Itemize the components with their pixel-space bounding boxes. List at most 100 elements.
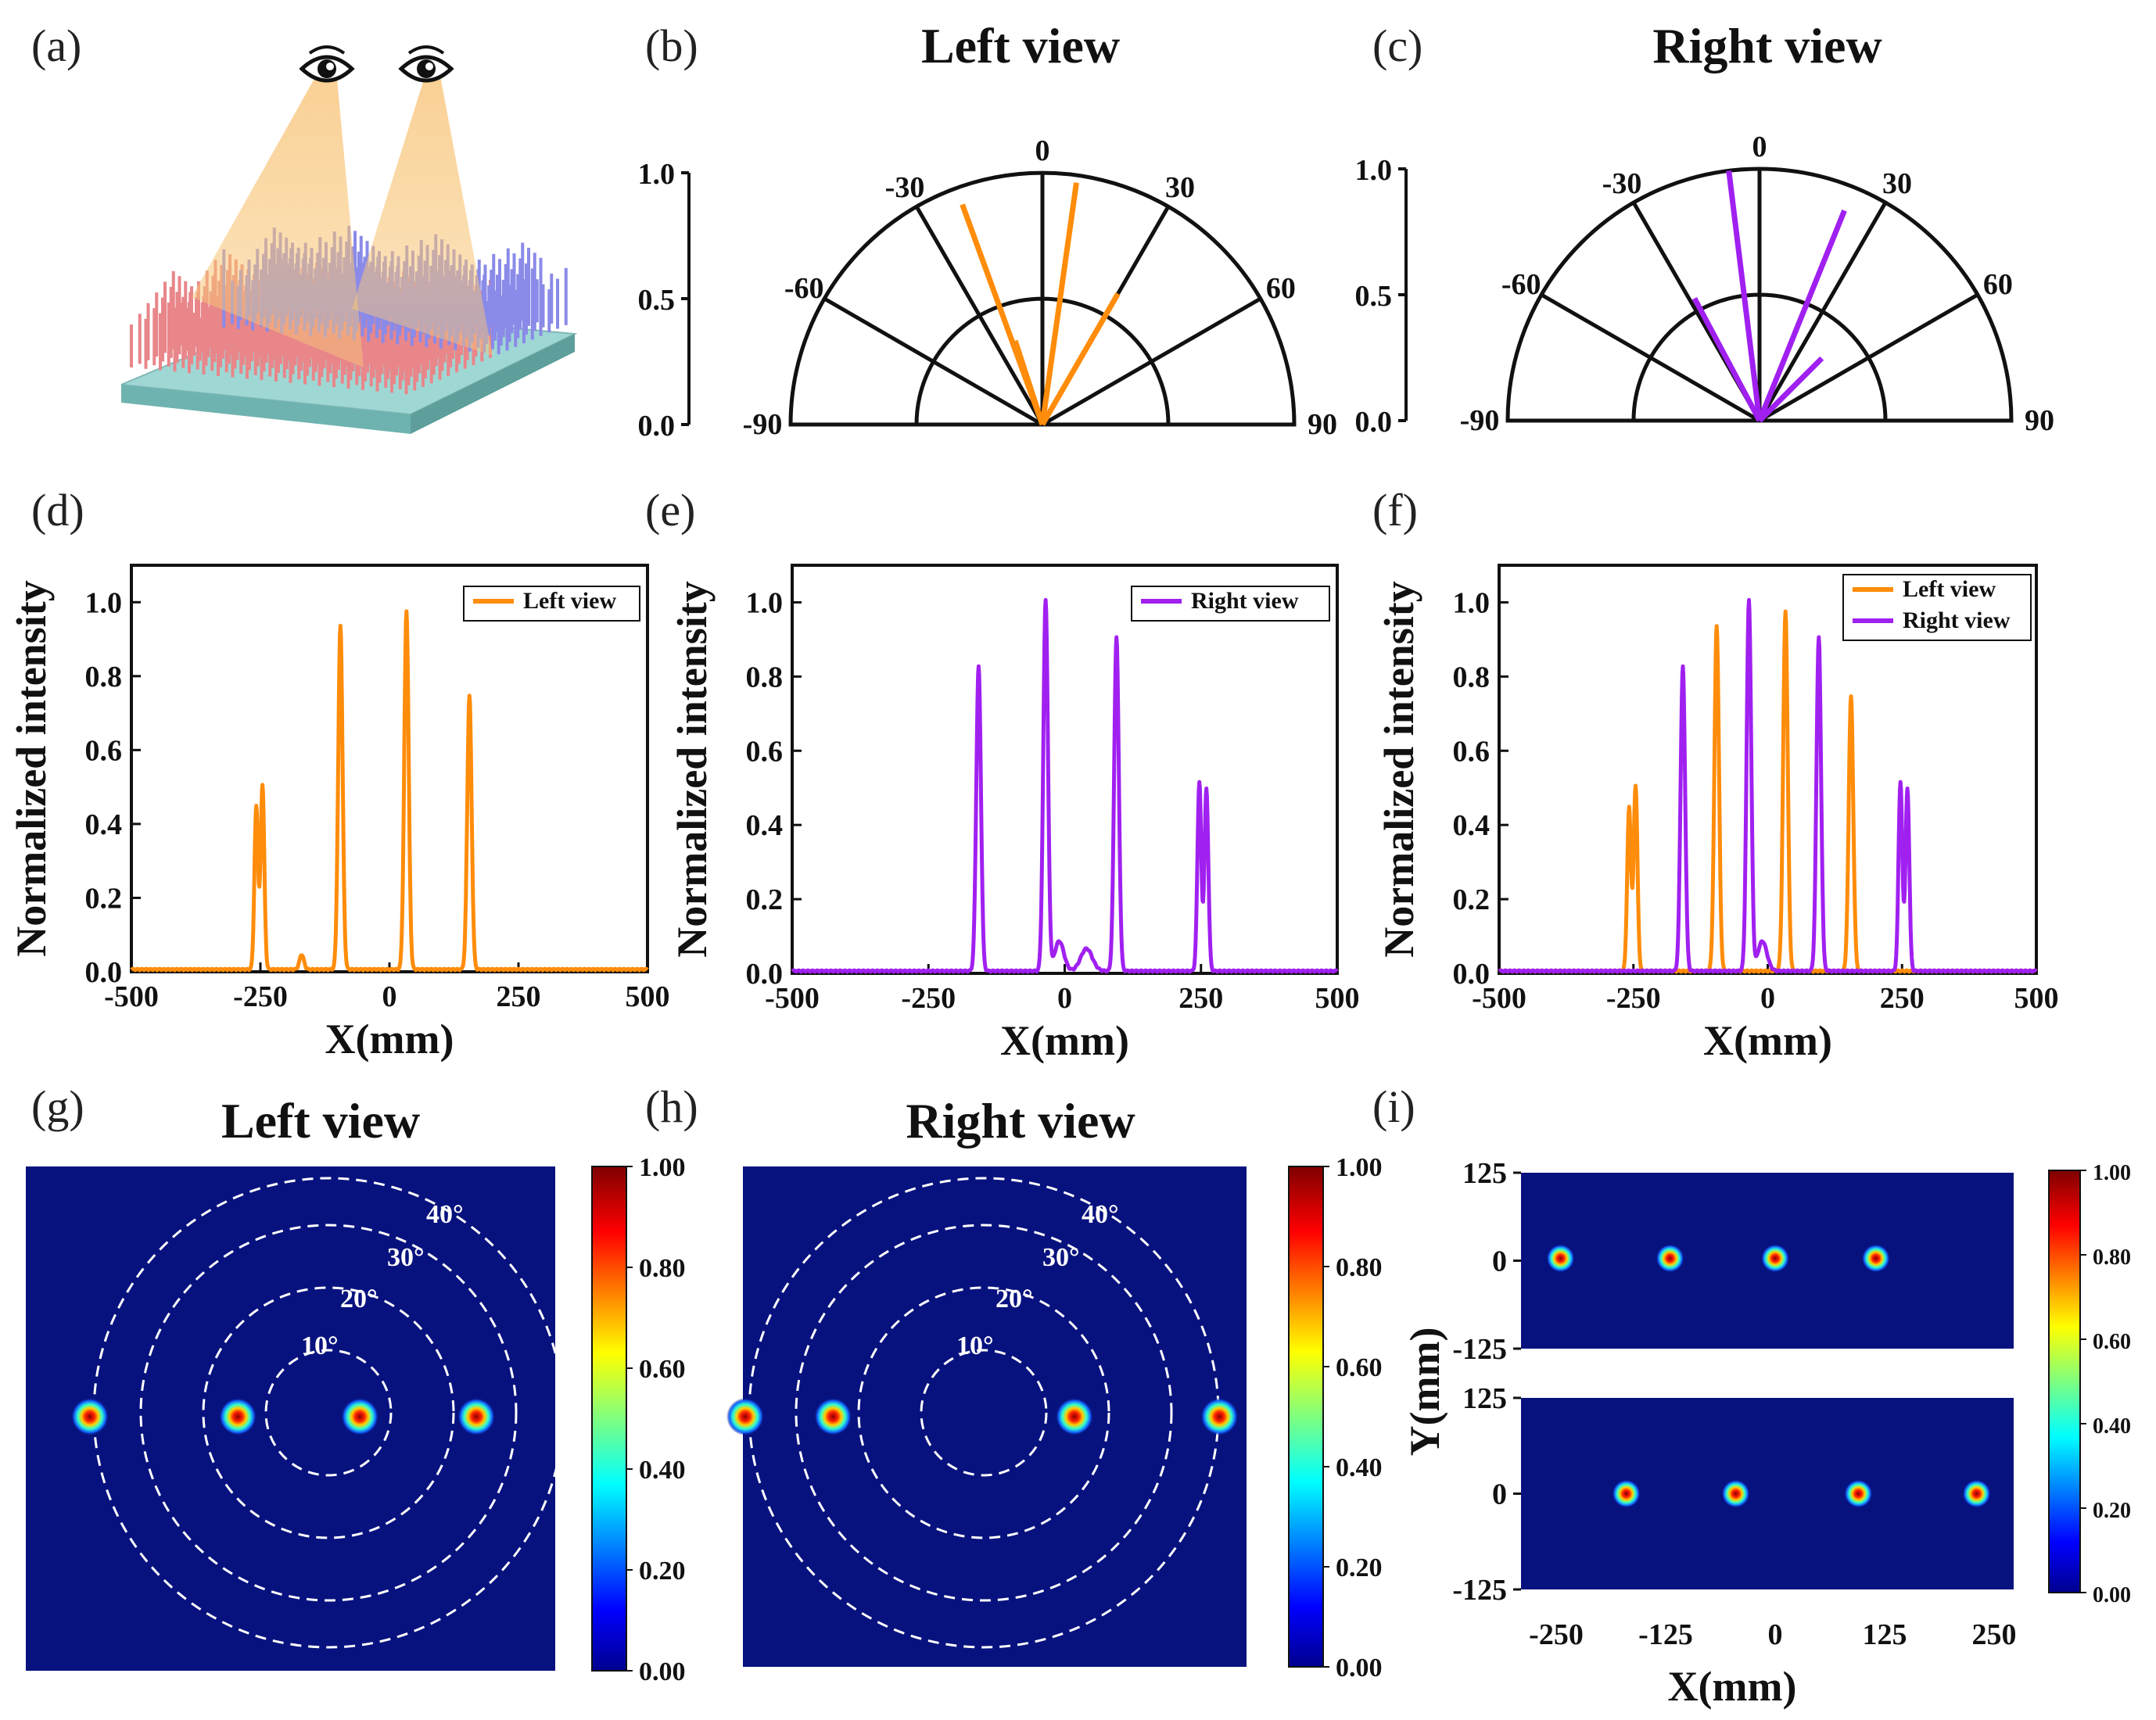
angle-ring-label: 20° — [995, 1285, 1033, 1313]
angle-ring — [202, 1286, 455, 1539]
panel-d: (d) -500 -250 0 250 500 0.0 0.2 0.4 0.6 0.8 1.0 X(m… — [8, 485, 670, 1062]
angle-ring-label: 30° — [1042, 1243, 1080, 1272]
x-tick-label: 250 — [1178, 982, 1223, 1015]
pillar — [161, 297, 164, 362]
intensity-spot — [1844, 1479, 1873, 1508]
pillar — [429, 317, 432, 361]
pillar — [371, 335, 375, 378]
pillar — [138, 314, 142, 364]
y-axis-label: Normalized intensity — [669, 581, 716, 957]
series-line — [130, 609, 649, 973]
x-tick-label: 250 — [1880, 982, 1925, 1015]
panel-label-a: (a) — [31, 20, 81, 71]
pillar — [497, 311, 500, 355]
pillar — [285, 326, 289, 370]
polar-angle-label: 0 — [1035, 134, 1050, 167]
pillar — [260, 306, 264, 349]
intensity-spot — [1761, 1244, 1789, 1273]
x-tick-label: 500 — [1315, 982, 1360, 1015]
colorbar-label: 0.20 — [2093, 1499, 2131, 1523]
x-tick-label: -250 — [233, 980, 288, 1013]
panel-f: (f) -500 -250 0 250 500 0.0 0.2 0.4 0.6 0.8 1.0 X(m… — [1372, 485, 2059, 1064]
chart-title-g: Left view — [221, 1093, 420, 1148]
colorbar-label: 0.00 — [2093, 1583, 2131, 1607]
intensity-spot — [1861, 1244, 1890, 1273]
polar-angle-label: -30 — [885, 171, 925, 204]
legend-box — [1842, 574, 2032, 641]
polar-angle-label: 30 — [1882, 167, 1912, 200]
intensity-spot — [1962, 1479, 1991, 1508]
pillar — [498, 259, 501, 324]
x-axis-label: X(mm) — [1668, 1663, 1797, 1710]
pillar — [200, 302, 204, 353]
y-tick-label: 0.8 — [1453, 661, 1491, 693]
intensity-spot — [71, 1398, 109, 1435]
eye-icon — [299, 45, 355, 83]
pillar — [204, 322, 208, 366]
x-tick-label: -250 — [1529, 1618, 1584, 1651]
chart-title-c: Right view — [1652, 18, 1882, 73]
pillar — [211, 275, 215, 340]
panel-b: (b) Left view 0 -30 30 -60 60 -90 90 0.0 0.5 1.0 — [638, 18, 1338, 443]
pillar — [527, 247, 530, 326]
polar-chart-left-view: 0 -30 30 -60 60 -90 90 0.0 0.5 1.0 — [638, 134, 1338, 443]
x-tick-label: 0 — [1760, 982, 1775, 1015]
polar-angle-label: -90 — [1460, 404, 1500, 437]
pillar — [291, 331, 295, 374]
intensity-spot — [1546, 1244, 1575, 1273]
y-tick-label: 0.2 — [1453, 883, 1491, 916]
y-tick-label: 125 — [1462, 1382, 1507, 1415]
colorbar-label: 0.40 — [2093, 1414, 2131, 1439]
pillar — [171, 271, 175, 349]
y-tick-label: 0.0 — [746, 958, 784, 991]
legend-label: Left view — [523, 588, 616, 614]
line-chart-right-view: -500 -250 0 250 500 0.0 0.2 0.4 0.6 0.8 1.0 X(mm) No… — [669, 564, 1360, 1064]
x-tick-label: 0 — [382, 980, 397, 1013]
polar-spoke — [1758, 292, 1979, 423]
pillar — [130, 324, 133, 367]
right-beam — [352, 72, 493, 356]
polar-outer-arc — [788, 170, 1297, 427]
pillar — [533, 253, 536, 331]
polar-r-label: 0.0 — [1355, 406, 1393, 439]
pillar — [496, 274, 499, 332]
panel-h: (h) Right view 10°20° 30°40° 1.00 0.80 0.60 0… — [645, 1081, 1383, 1682]
angle-ring-label: 10° — [301, 1331, 339, 1360]
pillar — [303, 341, 307, 385]
pillar — [197, 281, 200, 339]
colorbar — [1288, 1166, 1324, 1668]
panel-e: (e) -500 -250 0 250 500 0.0 0.2 0.4 0.6 0.8 1.0 X(m… — [645, 485, 1360, 1064]
x-tick-label: 500 — [626, 980, 670, 1013]
series-line — [1498, 609, 2038, 974]
y-tick-label: 0 — [1492, 1245, 1507, 1278]
polar-bar — [1691, 296, 1763, 422]
panel-label-d: (d) — [31, 485, 84, 536]
polar-bar — [1756, 209, 1847, 422]
angle-ring — [92, 1177, 565, 1649]
pillar — [434, 323, 438, 367]
pillar — [273, 316, 277, 360]
polar-bar — [1012, 339, 1046, 426]
legend-label: Right view — [1903, 607, 2011, 633]
pillar — [366, 329, 369, 373]
angle-ring-label: 40° — [1082, 1200, 1119, 1229]
colorbar-label: 0.00 — [1336, 1654, 1383, 1682]
pillar — [556, 278, 559, 329]
intensity-spot — [726, 1398, 764, 1435]
y-tick-label: 1.0 — [746, 586, 784, 619]
x-tick-label: 0 — [1768, 1618, 1783, 1651]
pillar — [203, 286, 206, 344]
x-tick-label: -500 — [1472, 982, 1526, 1015]
y-axis-label: Normalized intensity — [1376, 581, 1422, 957]
panel-label-f: (f) — [1372, 485, 1418, 536]
angle-ring — [139, 1224, 518, 1602]
pillar — [521, 242, 525, 321]
pillar — [525, 263, 528, 335]
panel-a: (a) — [31, 20, 578, 434]
pillar — [490, 269, 493, 327]
pillar — [440, 328, 444, 371]
y-tick-label: -125 — [1452, 1333, 1507, 1366]
plot-frame — [791, 564, 1339, 975]
pillar — [210, 328, 214, 371]
